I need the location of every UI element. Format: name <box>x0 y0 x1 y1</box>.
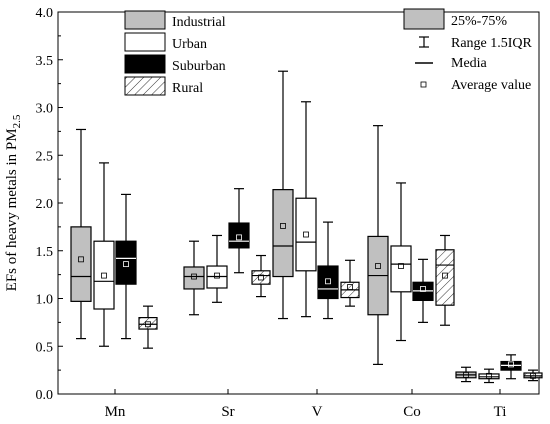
y-axis-label: EFs of heavy metals in PM2.5 <box>4 114 23 291</box>
box-rural-sr <box>251 254 271 298</box>
box-rural-ti <box>523 369 543 382</box>
iqr-box <box>70 226 92 302</box>
box-rural-co <box>435 234 455 326</box>
y-tick-label: 3.5 <box>36 54 54 69</box>
iqr-box <box>138 317 158 330</box>
y-tick-label: 2.5 <box>36 149 54 164</box>
box-suburban-ti <box>500 354 522 380</box>
legend-label-rural: Rural <box>172 81 203 96</box>
box-urban-ti <box>478 368 500 384</box>
x-tick-label: Mn <box>105 404 126 420</box>
box-suburban-mn <box>115 193 137 340</box>
x-tick-label: Ti <box>494 404 507 420</box>
mean-marker <box>258 274 264 281</box>
mean-marker <box>442 272 448 279</box>
legend-swatch-industrial <box>124 10 166 30</box>
iqr-box <box>251 270 271 285</box>
box-urban-co <box>390 182 412 342</box>
mean-marker <box>236 234 242 241</box>
box-urban-mn <box>93 162 115 347</box>
box-rural-v <box>340 259 360 307</box>
mean-marker <box>123 261 129 268</box>
x-axis: Mn Sr V Co Ti <box>105 389 507 420</box>
legend-stats: 25%-75% Range 1.5IQR Media Average value <box>403 8 533 93</box>
box-industrial-ti <box>455 366 477 383</box>
mean-marker <box>214 272 220 279</box>
iqr-box <box>317 265 339 300</box>
mean-marker <box>347 284 353 290</box>
mean-marker <box>325 278 331 285</box>
legend-box-label: 25%-75% <box>451 14 507 29</box>
box-industrial-sr <box>183 240 205 316</box>
iqr-box <box>435 249 455 306</box>
mean-marker <box>463 371 469 378</box>
box-suburban-co <box>412 258 434 323</box>
iqr-box <box>183 266 205 290</box>
mean-marker <box>191 273 197 280</box>
mean-marker <box>101 272 107 279</box>
x-tick-label: Sr <box>221 404 234 420</box>
legend-mean-label: Average value <box>451 78 531 93</box>
iqr-box <box>272 189 294 278</box>
mean-marker <box>420 286 426 292</box>
x-tick-label: Co <box>403 404 421 420</box>
box-urban-v <box>295 101 317 318</box>
x-tick-label: V <box>312 404 323 420</box>
y-axis-label-main: EFs of heavy metals in PM <box>4 128 20 291</box>
y-tick-label: 2.0 <box>36 197 54 212</box>
mean-marker <box>280 223 286 229</box>
y-tick-label: 1.0 <box>36 293 54 308</box>
legend-label-suburban: Suburban <box>172 59 226 74</box>
legend-label-urban: Urban <box>172 37 207 52</box>
legend-swatch-urban <box>124 32 166 52</box>
y-tick-label: 4.0 <box>36 6 54 21</box>
mean-marker <box>78 256 84 263</box>
iqr-box <box>295 197 317 272</box>
iqr-box <box>115 240 137 285</box>
mean-marker <box>530 372 536 379</box>
box-rural-mn <box>138 305 158 349</box>
box-industrial-v <box>272 70 294 320</box>
legend-swatch-rural <box>124 76 166 96</box>
legend-box-swatch <box>403 8 445 30</box>
box-groups <box>70 70 543 384</box>
box-industrial-mn <box>70 128 92 340</box>
legend-swatch-suburban <box>124 54 166 74</box>
mean-marker <box>375 263 381 269</box>
mean-marker <box>398 263 404 269</box>
legend-median-label: Media <box>451 56 488 71</box>
legend-range-label: Range 1.5IQR <box>451 36 533 51</box>
mean-marker <box>145 321 151 328</box>
mean-marker <box>508 361 514 368</box>
box-suburban-sr <box>228 188 250 274</box>
legend-mean-marker <box>420 81 427 88</box>
y-axis-label-subscript: 2.5 <box>11 114 23 128</box>
mean-marker <box>486 372 492 379</box>
box-industrial-co <box>367 125 389 365</box>
y-tick-label: 3.0 <box>36 102 54 117</box>
iqr-box <box>228 222 250 249</box>
box-urban-sr <box>206 234 228 303</box>
y-tick-label: 0.0 <box>36 388 54 403</box>
legend-series: Industrial Urban Suburban Rural <box>124 10 226 96</box>
y-axis: 0.0 0.5 1.0 1.5 2.0 2.5 3.0 3.5 4.0 <box>36 6 63 403</box>
box-suburban-v <box>317 221 339 320</box>
y-tick-label: 0.5 <box>36 340 54 355</box>
iqr-box <box>93 240 115 310</box>
mean-marker <box>303 231 309 238</box>
y-tick-label: 1.5 <box>36 245 54 260</box>
legend-label-industrial: Industrial <box>172 15 226 30</box>
